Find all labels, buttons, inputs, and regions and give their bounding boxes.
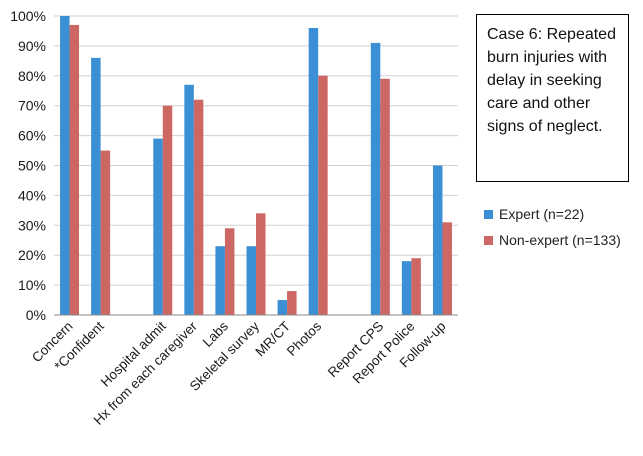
y-tick-label: 70% bbox=[18, 98, 46, 114]
bar-expert bbox=[184, 84, 194, 316]
y-tick-label: 80% bbox=[18, 68, 46, 84]
bar-expert bbox=[60, 16, 70, 315]
y-tick-label: 10% bbox=[18, 277, 46, 293]
bars bbox=[60, 16, 452, 316]
bar-expert bbox=[370, 42, 381, 315]
legend-item-nonexpert: Non-expert (n=133) bbox=[484, 230, 621, 250]
bar-nonexpert bbox=[224, 228, 235, 315]
bar-nonexpert bbox=[287, 291, 297, 315]
bar-nonexpert bbox=[256, 213, 266, 315]
bar-nonexpert bbox=[193, 99, 204, 315]
bar-nonexpert bbox=[442, 222, 452, 315]
y-tick-label: 100% bbox=[10, 8, 46, 24]
y-tick-label: 90% bbox=[18, 38, 46, 54]
legend-swatch-nonexpert bbox=[484, 235, 493, 245]
y-tick-label: 0% bbox=[26, 307, 46, 323]
case-annotation-text: Case 6: Repeated burn injuries with dela… bbox=[487, 26, 616, 135]
y-axis-tick-labels: 0% 10% 20% 30% 40% 50% 60% 70% 80% 90% 100% bbox=[10, 8, 46, 323]
legend-swatch-expert bbox=[484, 209, 493, 219]
legend-item-expert: Expert (n=22) bbox=[484, 204, 621, 224]
bar-expert bbox=[277, 300, 288, 315]
y-tick-label: 50% bbox=[18, 158, 46, 174]
y-tick-label: 20% bbox=[18, 247, 46, 263]
y-tick-label: 30% bbox=[18, 217, 46, 233]
legend: Expert (n=22) Non-expert (n=133) bbox=[484, 204, 621, 256]
bar-expert bbox=[91, 57, 101, 316]
x-tick-label: Photos bbox=[284, 318, 325, 359]
bar-nonexpert bbox=[100, 150, 111, 315]
y-tick-label: 40% bbox=[18, 187, 46, 203]
x-tick-label: MR/CT bbox=[252, 319, 293, 360]
bar-nonexpert bbox=[162, 105, 173, 315]
bar-nonexpert bbox=[318, 75, 328, 315]
gridlines bbox=[54, 15, 458, 286]
y-tick-label: 60% bbox=[18, 128, 46, 144]
bar-nonexpert bbox=[411, 258, 421, 315]
bar-expert bbox=[215, 246, 225, 315]
legend-label-expert: Expert (n=22) bbox=[499, 206, 585, 222]
bar-nonexpert bbox=[380, 78, 390, 315]
bar-expert bbox=[308, 27, 319, 316]
bar-nonexpert bbox=[69, 24, 80, 315]
bar-expert bbox=[401, 261, 412, 315]
legend-label-nonexpert: Non-expert (n=133) bbox=[499, 232, 621, 248]
bar-expert bbox=[432, 165, 443, 315]
bar-expert bbox=[153, 138, 163, 315]
bar-expert bbox=[246, 246, 256, 315]
case-annotation-box: Case 6: Repeated burn injuries with dela… bbox=[476, 14, 629, 182]
